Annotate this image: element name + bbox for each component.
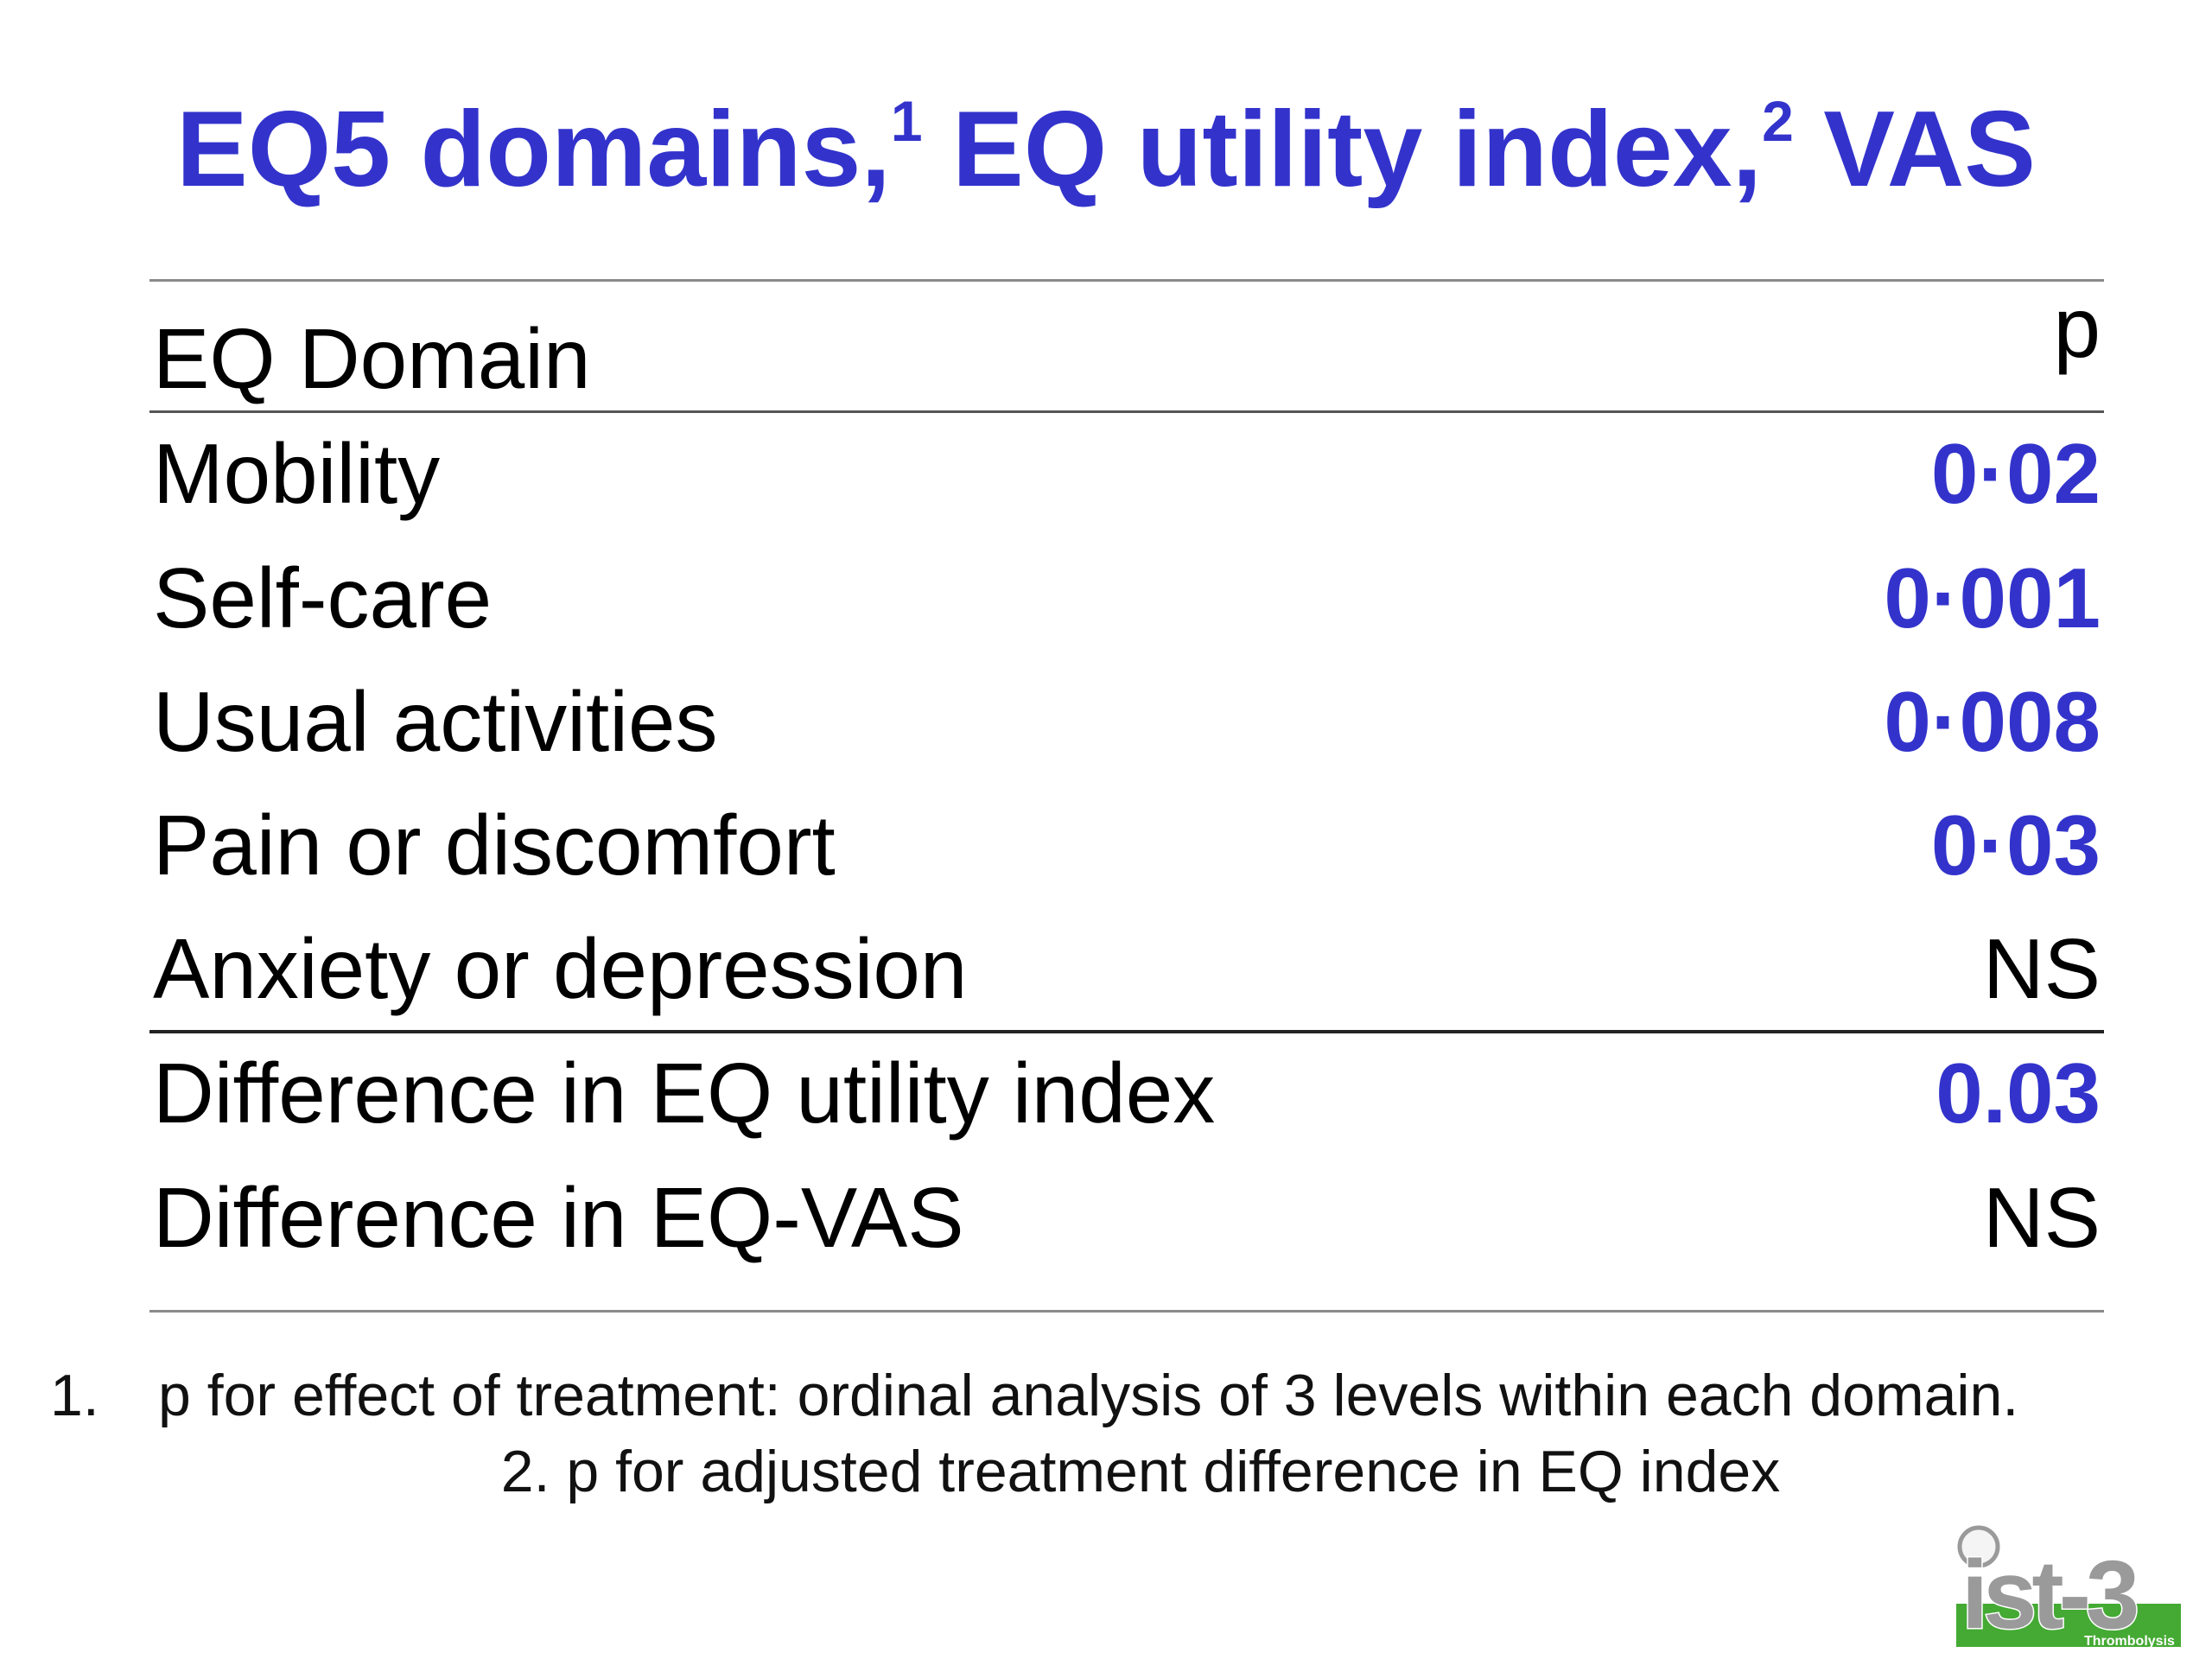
row-label: Usual activities — [153, 674, 718, 769]
row-label: Pain or discomfort — [153, 798, 836, 893]
table-bottom-rule — [149, 1310, 2104, 1313]
footnote-2-text: 2. p for adjusted treatment difference i… — [500, 1439, 1781, 1504]
logo-subtext: Thrombolysis — [2084, 1634, 2175, 1649]
title-superscript-1: 1 — [890, 88, 923, 153]
row-label: Difference in EQ utility index — [153, 1046, 1216, 1141]
table-row-mobility: Mobility 0·02 — [149, 413, 2104, 525]
row-label: Self-care — [153, 550, 493, 645]
table-row-eq-vas: Difference in EQ-VAS NS — [149, 1157, 2104, 1269]
title-part-1: EQ5 domains, — [175, 90, 891, 209]
title-part-2: EQ utility index, — [922, 90, 1763, 209]
row-label: Mobility — [153, 426, 441, 521]
table-section-rule — [149, 1030, 2104, 1033]
title-superscript-2: 2 — [1762, 88, 1794, 153]
table-header-rule — [149, 410, 2104, 413]
title-part-3: VAS — [1793, 90, 2037, 209]
footnote-1-text: p for effect of treatment: ordinal analy… — [158, 1363, 2019, 1428]
table-row-usual-activities: Usual activities 0·008 — [149, 661, 2104, 773]
logo-text: ist-3 — [1961, 1541, 2137, 1649]
row-p-value: 0.03 — [1936, 1046, 2101, 1141]
table-row-self-care: Self-care 0·001 — [149, 537, 2104, 650]
slide-title: EQ5 domains,1 EQ utility index,2 VAS — [0, 76, 2212, 223]
row-label: Anxiety or depression — [153, 921, 968, 1016]
footnote-1-number: 1. — [50, 1363, 99, 1428]
row-p-value: NS — [1982, 921, 2101, 1016]
row-p-value: 0·03 — [1930, 798, 2101, 893]
table-header-row: EQ Domain p — [149, 280, 2104, 410]
ist3-logo-graphic: ist-3 Thrombolysis — [1956, 1525, 2181, 1650]
header-p-label: p — [2053, 280, 2101, 375]
table-row-pain: Pain or discomfort 0·03 — [149, 785, 2104, 897]
row-p-value: 0·001 — [1884, 550, 2101, 645]
header-domain-label: EQ Domain — [153, 311, 591, 406]
ist3-logo: ist-3 Thrombolysis — [1955, 1521, 2188, 1650]
table-row-utility-index: Difference in EQ utility index 0.03 — [149, 1033, 2104, 1145]
row-p-value: 0·02 — [1930, 426, 2101, 521]
row-p-value: 0·008 — [1884, 674, 2101, 769]
table-row-anxiety: Anxiety or depression NS — [149, 908, 2104, 1020]
row-label: Difference in EQ-VAS — [153, 1170, 964, 1265]
table-top-rule — [149, 279, 2104, 282]
row-p-value: NS — [1982, 1170, 2101, 1265]
